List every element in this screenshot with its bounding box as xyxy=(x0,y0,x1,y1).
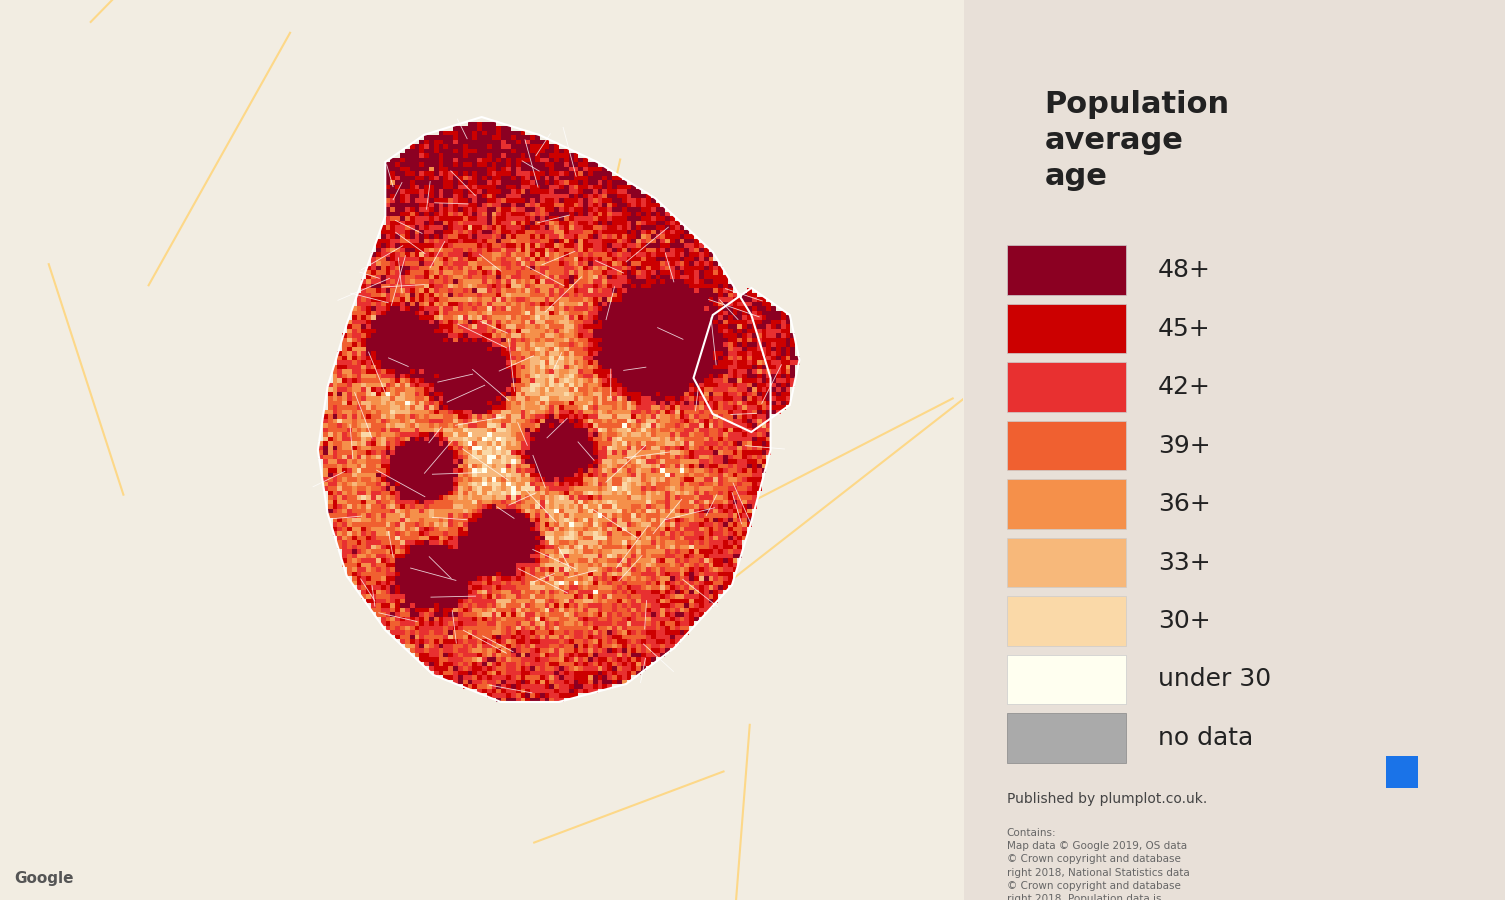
Text: 42+: 42+ xyxy=(1159,375,1212,399)
Text: 36+: 36+ xyxy=(1159,492,1212,516)
Bar xyxy=(1007,597,1126,646)
Bar xyxy=(1007,480,1126,529)
Text: 30+: 30+ xyxy=(1159,609,1212,633)
Bar xyxy=(1007,655,1126,705)
Bar xyxy=(1007,362,1126,412)
Text: Google: Google xyxy=(15,871,74,886)
Text: 39+: 39+ xyxy=(1159,434,1212,457)
Text: under 30: under 30 xyxy=(1159,668,1272,691)
Text: 33+: 33+ xyxy=(1159,551,1212,574)
Bar xyxy=(1007,714,1126,763)
Text: Population
average
age: Population average age xyxy=(1044,90,1230,191)
Bar xyxy=(1386,756,1418,788)
Bar xyxy=(1007,421,1126,471)
Text: Published by plumplot.co.uk.: Published by plumplot.co.uk. xyxy=(1007,792,1207,806)
Bar xyxy=(1007,304,1126,353)
Text: no data: no data xyxy=(1159,726,1254,750)
Bar xyxy=(1007,245,1126,295)
Bar xyxy=(1007,538,1126,588)
Text: Contains:
Map data © Google 2019, OS data
© Crown copyright and database
right 2: Contains: Map data © Google 2019, OS dat… xyxy=(1007,828,1189,900)
Text: 45+: 45+ xyxy=(1159,317,1212,340)
Text: 48+: 48+ xyxy=(1159,258,1212,282)
